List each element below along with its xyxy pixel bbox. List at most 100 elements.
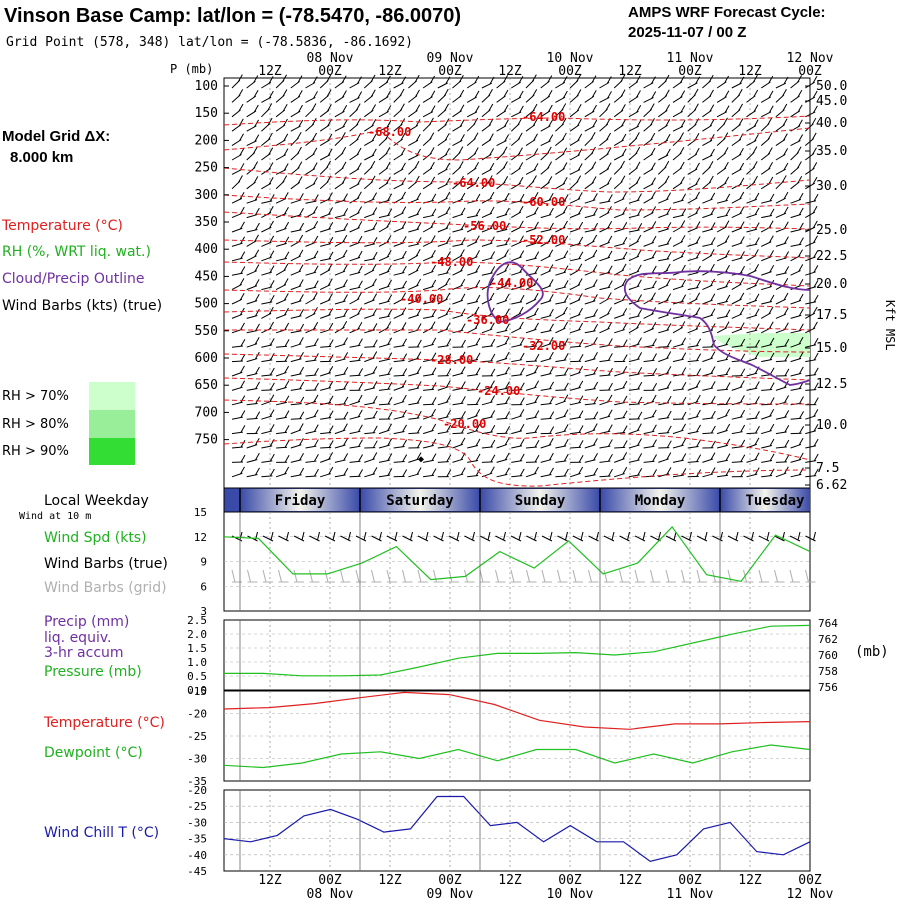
height-tick-label: 10.0 bbox=[816, 418, 847, 433]
weekday-label: Local Weekday bbox=[44, 493, 149, 509]
bottom-date-label: 09 Nov bbox=[427, 887, 474, 900]
pressure-unit-label: (mb) bbox=[855, 644, 889, 660]
bottom-hour-label: 12Z bbox=[498, 873, 522, 888]
top-hour-label: 00Z bbox=[438, 64, 462, 79]
wind-barb-flag bbox=[813, 162, 817, 169]
left-tick-label: -45 bbox=[187, 865, 207, 878]
top-hour-label: 12Z bbox=[738, 64, 762, 79]
height-tick-label: 50.0 bbox=[816, 79, 847, 94]
height-tick-label: 40.0 bbox=[816, 116, 847, 131]
wind-barb-flag bbox=[814, 295, 818, 302]
weekday-name: Friday bbox=[275, 493, 326, 509]
temp-contour-label: -64.00 bbox=[452, 176, 495, 190]
cross-section-panel: P (mb) Kft MSL -64.00-68.00-64.00 bbox=[170, 51, 897, 493]
panel-frame bbox=[224, 620, 810, 690]
left-tick-label: -35 bbox=[187, 833, 207, 846]
height-tick-label: 30.0 bbox=[816, 179, 847, 194]
wind-barb-true-flag bbox=[814, 532, 816, 540]
left-tick-label: -25 bbox=[187, 730, 207, 743]
left-tick-label: 0.5 bbox=[187, 670, 207, 683]
top-date-label: 08 Nov bbox=[307, 51, 354, 66]
bottom-hour-label: 12Z bbox=[738, 873, 762, 888]
temperature-panel: -15-20-25-30-35 bbox=[187, 685, 810, 788]
bottom-hour-label: 12Z bbox=[258, 873, 282, 888]
pressure-tick-label: 350 bbox=[195, 215, 218, 230]
left-tick-label: 12 bbox=[194, 531, 207, 544]
legend-wind-barbs: Wind Barbs (kts) (true) bbox=[2, 298, 162, 314]
height-tick-label: 15.0 bbox=[816, 341, 847, 356]
weekday-name: Saturday bbox=[386, 493, 454, 509]
wind-chill-panel: -20-25-30-35-40-45 bbox=[187, 784, 810, 878]
height-tick-label: 6.62 bbox=[816, 478, 847, 493]
top-date-label: 12 Nov bbox=[787, 51, 834, 66]
kft-axis-label: Kft MSL bbox=[883, 300, 897, 351]
temp-contour-label: -56.00 bbox=[463, 219, 506, 233]
right-tick-label: 762 bbox=[818, 633, 838, 646]
bottom-date-label: 08 Nov bbox=[307, 887, 354, 900]
left-tick-label: -25 bbox=[187, 800, 207, 813]
temperature-label: Temperature (°C) bbox=[43, 715, 165, 731]
bottom-date-labels: 08 Nov 09 Nov 10 Nov 11 Nov 12 Nov bbox=[307, 887, 834, 900]
left-tick-label: -20 bbox=[187, 708, 207, 721]
pressure-tick-label: 500 bbox=[195, 297, 218, 312]
temp-contour-label: -28.00 bbox=[430, 353, 473, 367]
temp-contour-label: -52.00 bbox=[522, 233, 565, 247]
temp-contour-label: -36.00 bbox=[466, 313, 509, 327]
left-tick-label: 9 bbox=[200, 556, 207, 569]
top-hour-label: 12Z bbox=[618, 64, 642, 79]
legend-rh70: RH > 70% bbox=[2, 389, 69, 404]
top-date-label: 11 Nov bbox=[667, 51, 714, 66]
bottom-date-label: 10 Nov bbox=[547, 887, 594, 900]
wind-barb-flag bbox=[814, 194, 818, 201]
left-tick-label: -40 bbox=[187, 849, 207, 862]
bottom-hour-label: 00Z bbox=[678, 873, 702, 888]
wind-barb-flag bbox=[814, 398, 818, 405]
top-date-label: 09 Nov bbox=[427, 51, 474, 66]
temp-contour-label: -24.00 bbox=[477, 384, 520, 398]
bottom-hour-label: 00Z bbox=[318, 873, 342, 888]
top-hour-label: 00Z bbox=[798, 64, 822, 79]
left-tick-label: 1.5 bbox=[187, 642, 207, 655]
model-grid-value: 8.000 km bbox=[10, 149, 73, 166]
weekday-name: Sunday bbox=[515, 493, 566, 509]
bottom-hour-label: 00Z bbox=[558, 873, 582, 888]
wind-barb-flag bbox=[814, 265, 818, 272]
top-hour-label: 00Z bbox=[558, 64, 582, 79]
precip-accum-label: 3-hr accum bbox=[44, 645, 124, 661]
left-tick-label: -20 bbox=[187, 784, 207, 797]
station-title: Vinson Base Camp: lat/lon = (-78.5470, -… bbox=[4, 5, 461, 27]
top-hour-label: 12Z bbox=[258, 64, 282, 79]
bottom-date-label: 12 Nov bbox=[787, 887, 834, 900]
height-tick-label: 25.0 bbox=[816, 223, 847, 238]
height-tick-label: 35.0 bbox=[816, 144, 847, 159]
wind-barb-flag bbox=[814, 454, 818, 461]
wind-speed-label: Wind Spd (kts) bbox=[44, 530, 147, 546]
temp-contour-label: -44.00 bbox=[490, 276, 533, 290]
pressure-tick-label: 750 bbox=[195, 433, 218, 448]
bottom-hour-label: 12Z bbox=[378, 873, 402, 888]
height-tick-label: 22.5 bbox=[816, 249, 847, 264]
height-tick-label: 7.5 bbox=[816, 461, 839, 476]
left-tick-label: 15 bbox=[194, 506, 207, 519]
pressure-tick-label: 100 bbox=[195, 79, 218, 94]
bottom-date-label: 11 Nov bbox=[667, 887, 714, 900]
right-tick-label: 756 bbox=[818, 681, 838, 694]
wind-barb-flag bbox=[812, 133, 816, 140]
legend-rh: RH (%, WRT liq. wat.) bbox=[2, 244, 151, 260]
right-tick-label: 764 bbox=[818, 617, 838, 630]
pressure-tick-label: 550 bbox=[195, 324, 218, 339]
legend-rh80: RH > 80% bbox=[2, 417, 69, 432]
bottom-hour-label: 00Z bbox=[438, 873, 462, 888]
right-tick-label: 758 bbox=[818, 665, 838, 678]
left-tick-label: 2.0 bbox=[187, 628, 207, 641]
precip-equiv-label: liq. equiv. bbox=[44, 630, 111, 646]
pressure-label: Pressure (mb) bbox=[44, 664, 142, 680]
height-tick-label: 12.5 bbox=[816, 377, 847, 392]
left-tick-label: -30 bbox=[187, 753, 207, 766]
